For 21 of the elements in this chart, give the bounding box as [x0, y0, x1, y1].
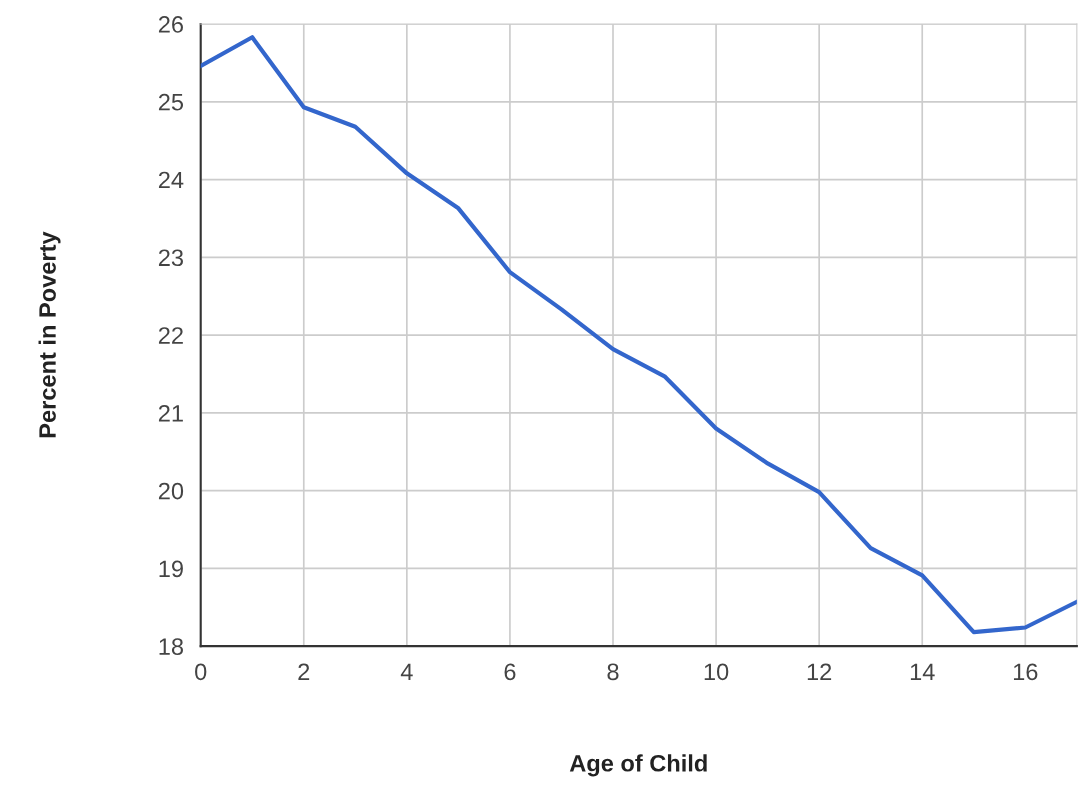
x-tick-label: 2	[298, 663, 310, 680]
y-tick-label: 19	[159, 560, 183, 578]
y-tick-label: 18	[159, 638, 183, 655]
x-tick-label: 0	[195, 663, 207, 681]
y-tick-label: 20	[158, 482, 184, 500]
x-axis-title: Age of Child	[569, 754, 707, 777]
y-tick-label: 21	[158, 404, 183, 422]
x-tick-label: 6	[504, 663, 516, 681]
y-tick-label: 26	[158, 16, 183, 33]
line-series	[200, 35, 1077, 635]
x-tick-label: 16	[1013, 663, 1038, 681]
x-tick-label: 10	[704, 663, 729, 681]
y-tick-label: 25	[158, 93, 184, 111]
y-tick-label: 22	[158, 327, 183, 344]
x-tick-label: 12	[807, 663, 832, 680]
y-tick-label: 23	[158, 249, 183, 267]
y-tick-label: 24	[158, 171, 184, 189]
x-tick-label: 8	[607, 663, 619, 681]
x-tick-label: 4	[400, 663, 413, 680]
x-tick-label: 14	[910, 663, 935, 680]
y-axis-title: Percent in Poverty	[38, 231, 61, 438]
